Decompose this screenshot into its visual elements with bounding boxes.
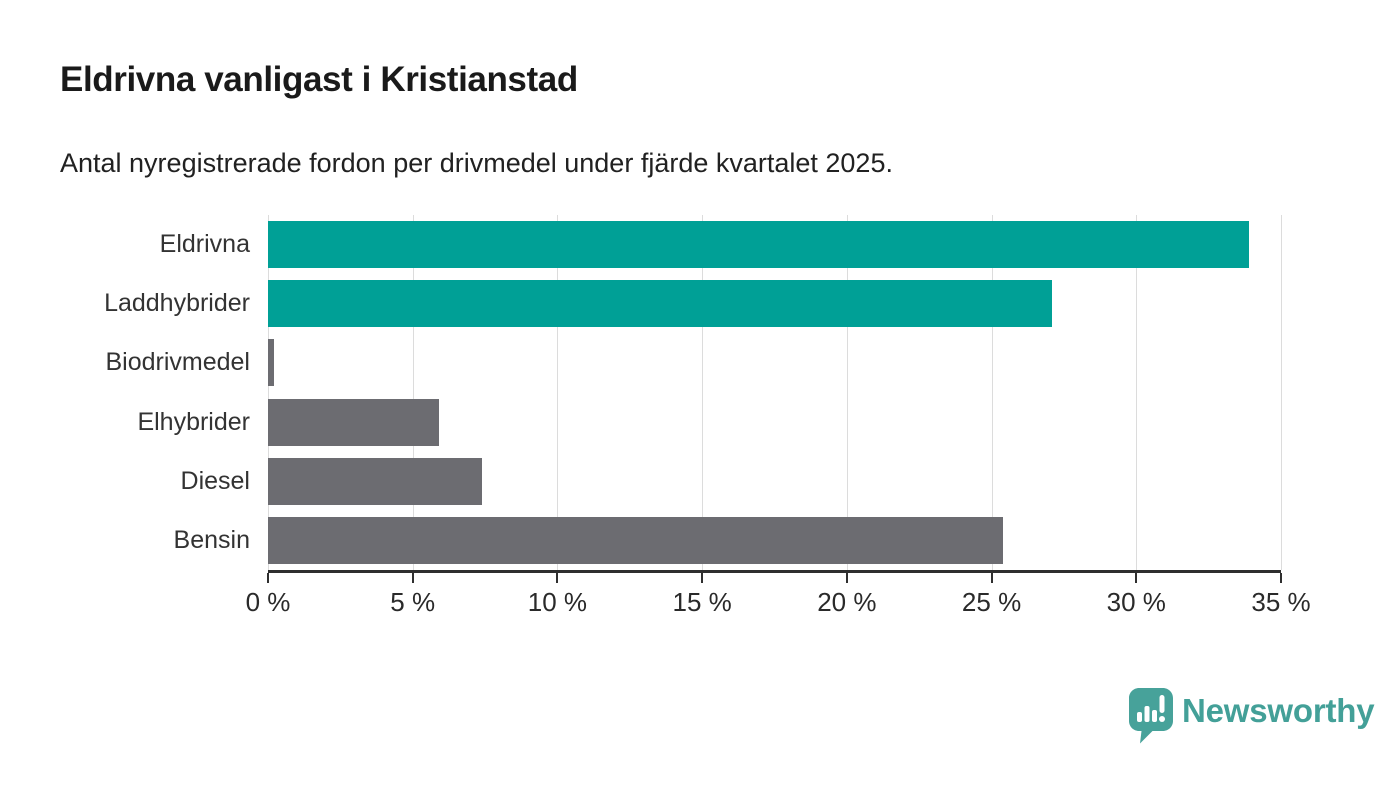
bar-diesel (268, 457, 483, 505)
x-axis-tick-25 (990, 573, 993, 583)
chart-title: Eldrivna vanligast i Kristianstad (60, 60, 578, 99)
newsworthy-logo: Newsworthy (1128, 687, 1388, 749)
gridline-30 (1136, 215, 1138, 570)
gridline-25 (991, 215, 993, 570)
x-axis-tick-30 (1135, 573, 1138, 583)
category-label-eldrivna: Eldrivna (159, 230, 250, 259)
category-label-bensin: Bensin (173, 525, 250, 554)
x-axis-tick-label-20: 20 % (817, 587, 877, 617)
gridline-20 (846, 215, 848, 570)
x-axis-tick-label-30: 30 % (1106, 587, 1166, 617)
category-label-laddhybrider: Laddhybrider (104, 289, 250, 318)
bar-laddhybrider (268, 280, 1053, 328)
x-axis-tick-label-25: 25 % (961, 587, 1022, 617)
category-label-biodrivmedel: Biodrivmedel (105, 348, 250, 377)
category-label-diesel: Diesel (180, 466, 250, 495)
x-axis-tick-label-10: 10 % (527, 587, 588, 617)
gridline-35 (1281, 215, 1282, 570)
chart-subtitle: Antal nyregistrerade fordon per drivmede… (60, 148, 893, 178)
category-axis: Eldrivna Laddhybrider Biodrivmedel Elhybrid… (0, 215, 250, 570)
gridline-0 (268, 215, 269, 570)
gridline-15 (702, 215, 704, 570)
x-axis-tick-20 (845, 573, 848, 583)
x-axis-tick-label-5: 5 % (390, 587, 436, 617)
x-axis-tick-label-0: 0 % (245, 587, 291, 617)
bar-bensin (268, 516, 1004, 564)
x-axis-tick-label-35: 35 % (1251, 587, 1311, 617)
x-axis: 0 % 5 % 10 % 15 % 20 % 25 % 30 % 35 % (246, 573, 1311, 633)
x-axis-tick-5 (411, 573, 414, 583)
plot-area (268, 215, 1282, 573)
bar-elhybrider (268, 398, 439, 446)
category-label-elhybrider: Elhybrider (137, 407, 250, 436)
x-axis-tick-35 (1280, 573, 1282, 583)
x-axis-tick-10 (556, 573, 559, 583)
gridline-10 (557, 215, 559, 570)
x-axis-tick-15 (701, 573, 704, 583)
bar-eldrivna (268, 221, 1250, 269)
bar-biodrivmedel (268, 339, 274, 387)
x-axis-tick-0 (267, 573, 269, 583)
gridline-5 (412, 215, 414, 570)
x-axis-tick-label-15: 15 % (672, 587, 732, 617)
newsworthy-speech-bubble-chart-icon (1129, 688, 1173, 744)
newsworthy-brand-name: Newsworthy (1182, 692, 1375, 729)
